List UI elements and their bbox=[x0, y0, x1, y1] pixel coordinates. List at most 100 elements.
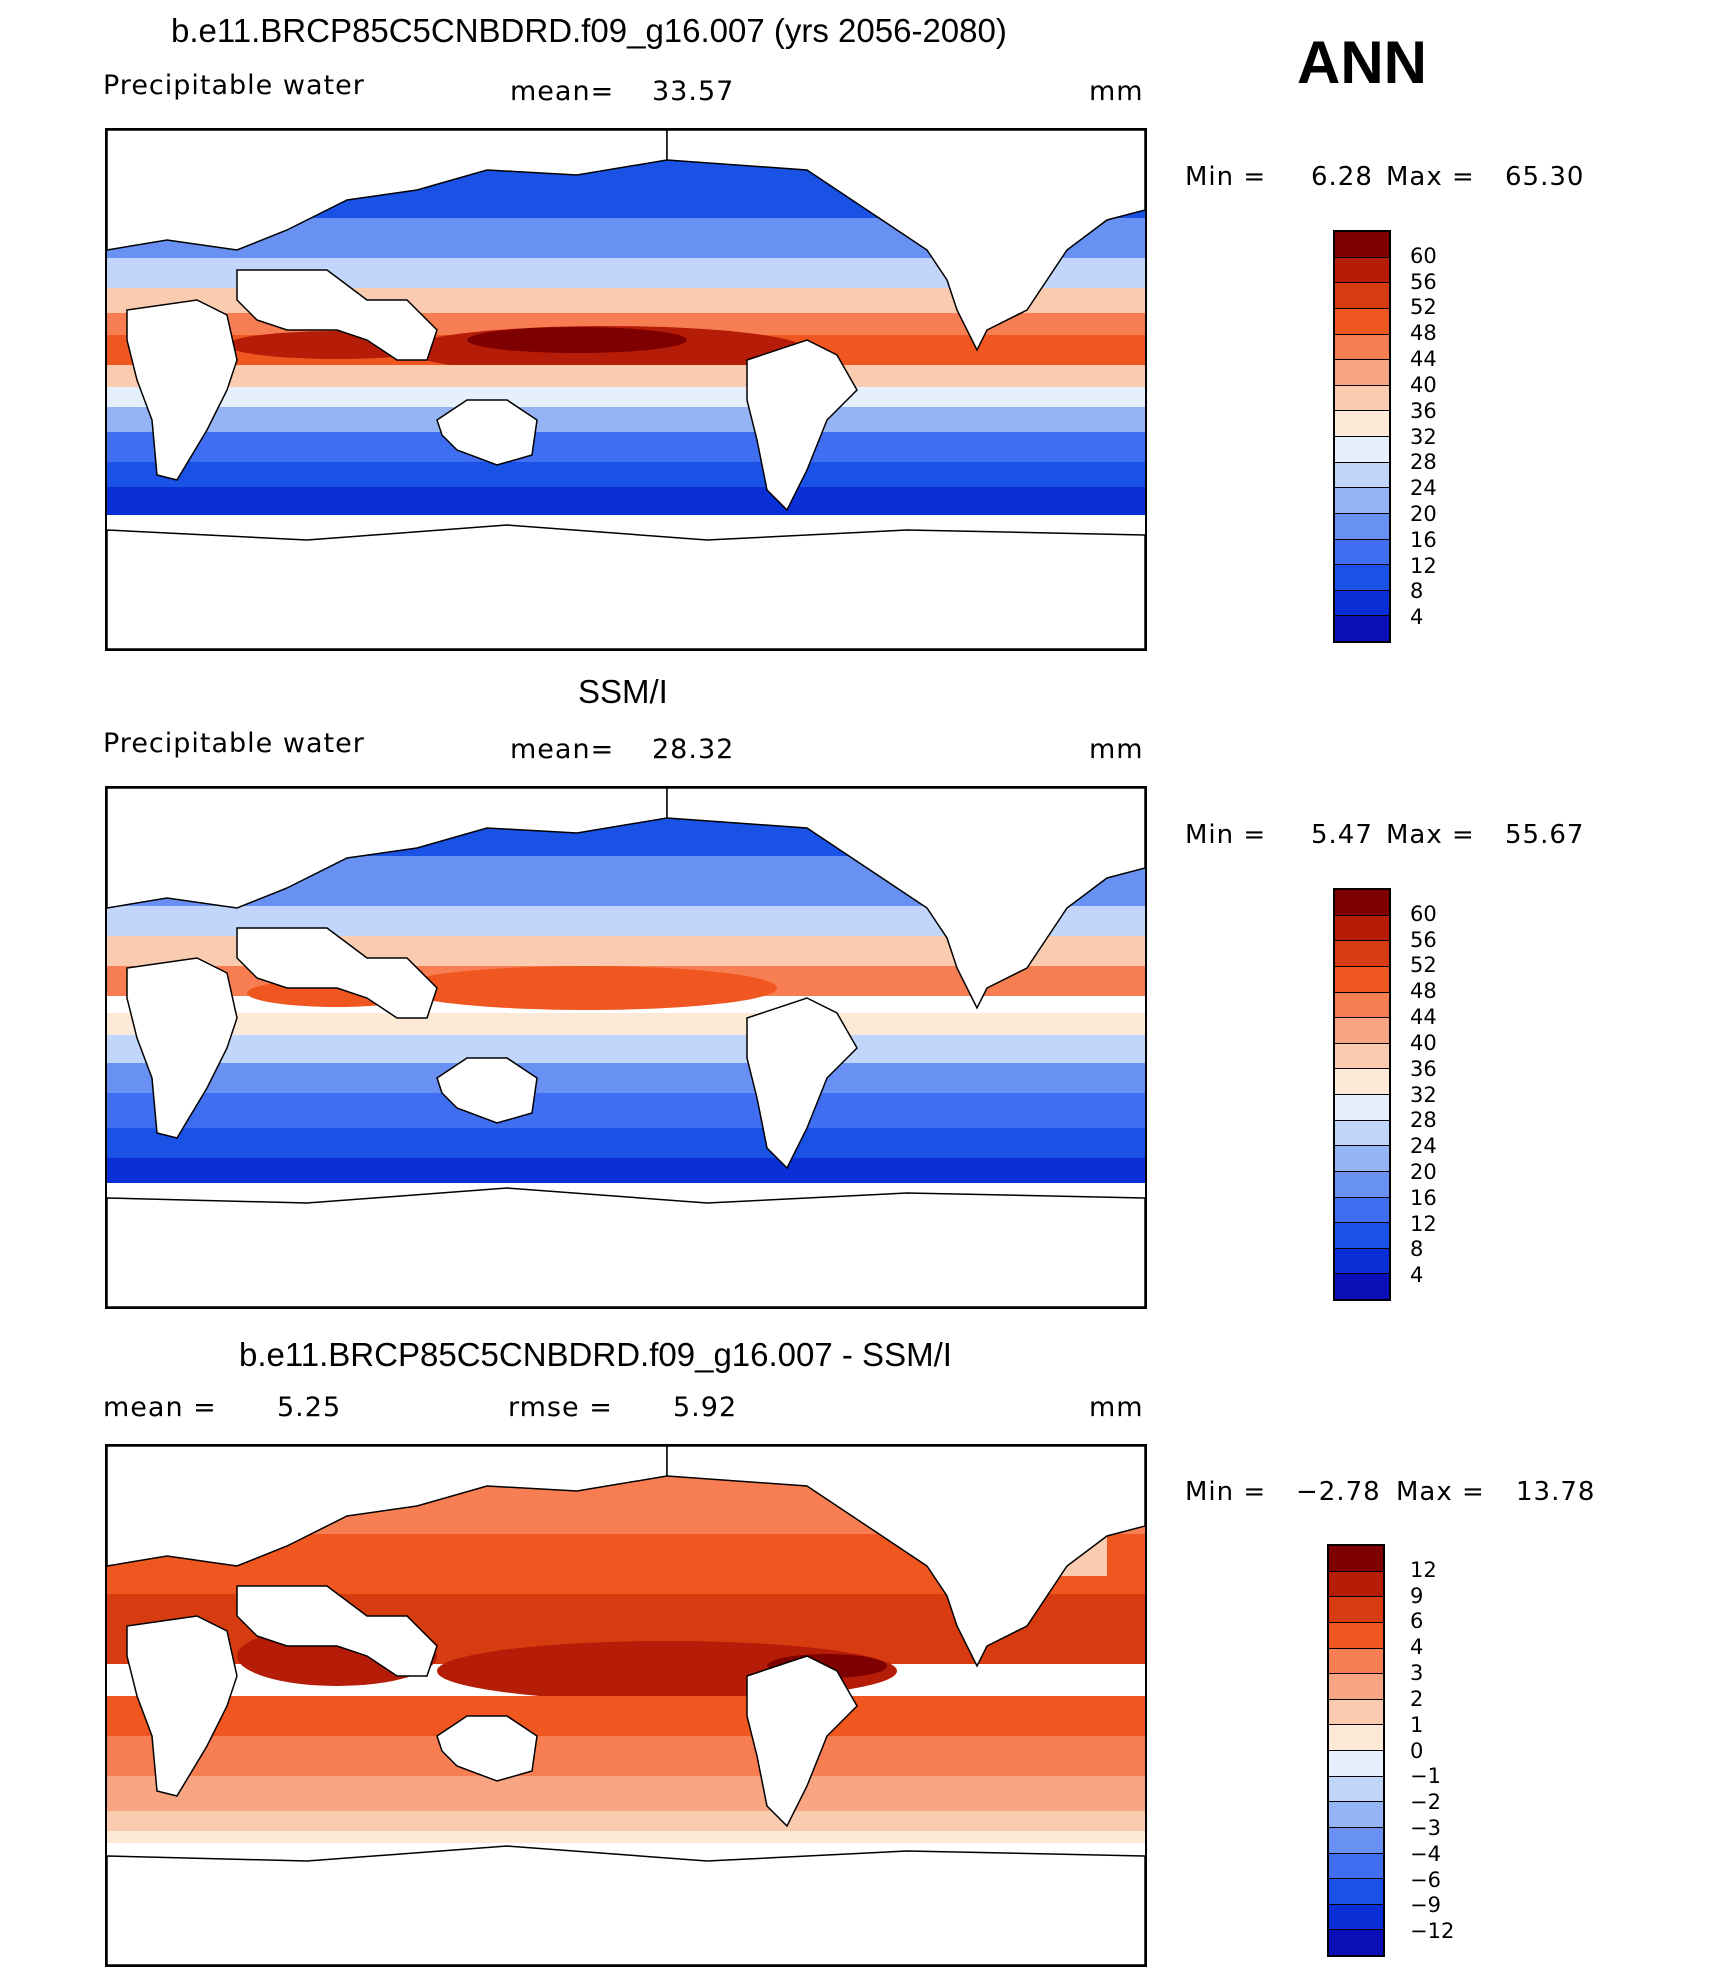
colorbar-swatch bbox=[1329, 1622, 1383, 1649]
colorbar-swatch bbox=[1335, 1120, 1389, 1147]
colorbar-label: 3 bbox=[1410, 1661, 1424, 1686]
colorbar-swatch bbox=[1335, 1043, 1389, 1070]
panel1-max-value: 65.30 bbox=[1505, 162, 1585, 192]
colorbar-label: 4 bbox=[1410, 605, 1424, 630]
panel2-mean-label: mean= bbox=[510, 734, 615, 765]
panel2-max-label: Max = bbox=[1386, 820, 1475, 850]
colorbar-label: 12 bbox=[1410, 553, 1437, 578]
colorbar-swatch bbox=[1329, 1674, 1383, 1700]
panel2-colorbar bbox=[1333, 888, 1391, 1301]
colorbar-swatch bbox=[1329, 1546, 1383, 1572]
panel1-colorbar-labels: 60 56 52 48 44 40 36 32 28 24 20 16 12 8 4 bbox=[1410, 230, 1470, 643]
panel3-colorbar-labels: 12 9 6 4 3 2 1 0 −1 −2 −3 −4 −6 −9 −12 bbox=[1410, 1544, 1470, 1957]
panel2-max-value: 55.67 bbox=[1505, 820, 1585, 850]
colorbar-label: 16 bbox=[1410, 1185, 1437, 1210]
panel3-max-value: 13.78 bbox=[1516, 1477, 1596, 1507]
colorbar-label: 56 bbox=[1410, 927, 1437, 952]
colorbar-label: 12 bbox=[1410, 1211, 1437, 1236]
colorbar-label: 52 bbox=[1410, 953, 1437, 978]
colorbar-label: 24 bbox=[1410, 1134, 1437, 1159]
panel1-max-label: Max = bbox=[1386, 162, 1475, 192]
panel3-map bbox=[105, 1444, 1147, 1967]
colorbar-label: −12 bbox=[1410, 1919, 1455, 1944]
colorbar-label: −2 bbox=[1410, 1790, 1441, 1815]
colorbar-label: −1 bbox=[1410, 1764, 1441, 1789]
colorbar-label: 1 bbox=[1410, 1712, 1424, 1737]
colorbar-label: 4 bbox=[1410, 1635, 1424, 1660]
colorbar-label: 60 bbox=[1410, 901, 1437, 926]
colorbar-swatch bbox=[1335, 1197, 1389, 1224]
panel3-min-label: Min = bbox=[1185, 1477, 1267, 1507]
panel1-mean-value: 33.57 bbox=[652, 76, 735, 107]
colorbar-label: 48 bbox=[1410, 979, 1437, 1004]
colorbar-label: 36 bbox=[1410, 398, 1437, 423]
colorbar-swatch bbox=[1335, 1223, 1389, 1249]
panel2-title: SSM/I bbox=[578, 673, 668, 710]
colorbar-swatch bbox=[1335, 1095, 1389, 1121]
panel2-units: mm bbox=[1089, 734, 1144, 765]
colorbar-swatch bbox=[1335, 992, 1389, 1019]
colorbar-label: 40 bbox=[1410, 1030, 1437, 1055]
colorbar-swatch bbox=[1335, 360, 1389, 386]
colorbar-swatch bbox=[1335, 590, 1389, 617]
season-label: ANN bbox=[1297, 29, 1427, 96]
colorbar-swatch bbox=[1329, 1571, 1383, 1598]
colorbar-swatch bbox=[1329, 1904, 1383, 1931]
colorbar-label: 16 bbox=[1410, 527, 1437, 552]
panel3-mean-label: mean = bbox=[103, 1392, 217, 1423]
colorbar-label: 6 bbox=[1410, 1609, 1424, 1634]
colorbar-label: 28 bbox=[1410, 1108, 1437, 1133]
colorbar-swatch bbox=[1335, 1248, 1389, 1275]
colorbar-label: 32 bbox=[1410, 424, 1437, 449]
colorbar-label: 32 bbox=[1410, 1082, 1437, 1107]
colorbar-swatch bbox=[1335, 513, 1389, 540]
colorbar-swatch bbox=[1329, 1776, 1383, 1803]
colorbar-label: 9 bbox=[1410, 1583, 1424, 1608]
colorbar-label: 4 bbox=[1410, 1263, 1424, 1288]
colorbar-label: 40 bbox=[1410, 372, 1437, 397]
colorbar-swatch bbox=[1335, 890, 1389, 916]
colorbar-label: 0 bbox=[1410, 1738, 1424, 1763]
panel1-title: b.e11.BRCP85C5CNBDRD.f09_g16.007 (yrs 20… bbox=[171, 12, 1007, 49]
colorbar-swatch bbox=[1335, 411, 1389, 437]
colorbar-swatch bbox=[1335, 539, 1389, 566]
colorbar-swatch bbox=[1335, 488, 1389, 514]
colorbar-swatch bbox=[1335, 966, 1389, 993]
colorbar-swatch bbox=[1335, 334, 1389, 361]
panel1-mean-label: mean= bbox=[510, 76, 615, 107]
panel1-map bbox=[105, 128, 1147, 651]
colorbar-swatch bbox=[1335, 565, 1389, 591]
panel3-units: mm bbox=[1089, 1392, 1144, 1423]
colorbar-swatch bbox=[1335, 308, 1389, 335]
panel3-max-label: Max = bbox=[1396, 1477, 1485, 1507]
colorbar-swatch bbox=[1329, 1648, 1383, 1675]
panel2-mean-value: 28.32 bbox=[652, 734, 735, 765]
colorbar-label: 12 bbox=[1410, 1557, 1437, 1582]
colorbar-swatch bbox=[1335, 385, 1389, 412]
panel2-field-label: Precipitable water bbox=[103, 728, 365, 759]
colorbar-label: 60 bbox=[1410, 243, 1437, 268]
panel1-field-label: Precipitable water bbox=[103, 70, 365, 101]
colorbar-swatch bbox=[1335, 616, 1389, 641]
colorbar-label: −6 bbox=[1410, 1867, 1441, 1892]
colorbar-label: 2 bbox=[1410, 1686, 1424, 1711]
colorbar-label: −3 bbox=[1410, 1815, 1441, 1840]
colorbar-label: −9 bbox=[1410, 1893, 1441, 1918]
colorbar-swatch bbox=[1335, 283, 1389, 309]
panel1-min-label: Min = bbox=[1185, 162, 1267, 192]
colorbar-swatch bbox=[1329, 1827, 1383, 1854]
colorbar-label: 48 bbox=[1410, 321, 1437, 346]
colorbar-swatch bbox=[1335, 1018, 1389, 1044]
colorbar-label: 20 bbox=[1410, 1159, 1437, 1184]
panel1-colorbar bbox=[1333, 230, 1391, 643]
colorbar-swatch bbox=[1335, 915, 1389, 942]
colorbar-label: 44 bbox=[1410, 347, 1437, 372]
panel3-rmse-label: rmse = bbox=[508, 1392, 613, 1423]
colorbar-label: 24 bbox=[1410, 476, 1437, 501]
colorbar-label: 28 bbox=[1410, 450, 1437, 475]
colorbar-label: −4 bbox=[1410, 1841, 1441, 1866]
colorbar-label: 52 bbox=[1410, 295, 1437, 320]
colorbar-swatch bbox=[1329, 1699, 1383, 1726]
panel2-min-label: Min = bbox=[1185, 820, 1267, 850]
colorbar-label: 8 bbox=[1410, 579, 1424, 604]
